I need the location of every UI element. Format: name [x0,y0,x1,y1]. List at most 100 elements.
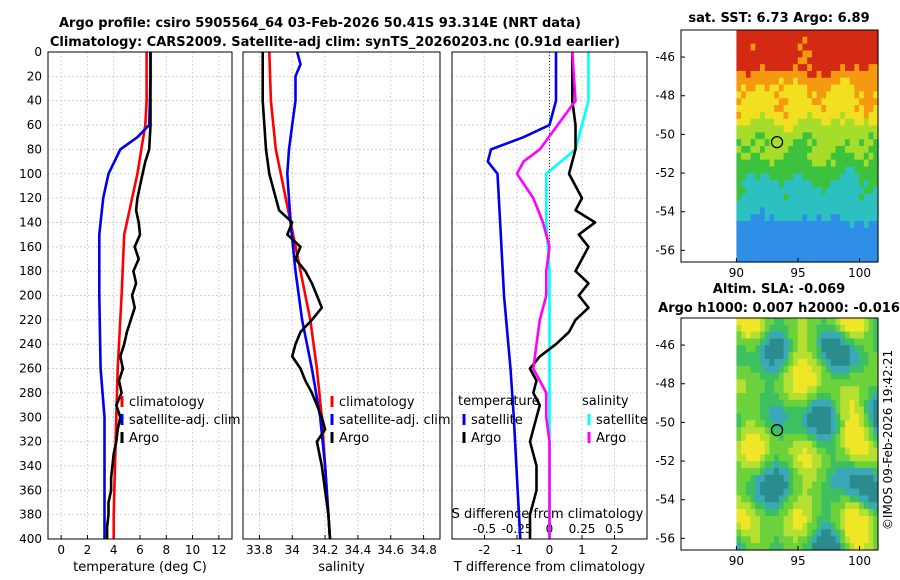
map-cell [868,454,874,462]
map-cell [736,207,742,215]
map-cell [797,318,804,326]
map-cell [835,234,841,243]
map-cell [778,30,785,38]
map-cell [826,64,832,72]
map-cell [802,180,808,188]
map-cell [821,125,827,133]
map-cell [811,440,818,449]
map-cell [859,125,865,133]
map-cell [816,125,822,133]
map-cell [745,386,752,394]
map-cell [793,372,799,381]
map-cell [760,474,766,483]
map-cell [826,248,832,256]
map-cell [745,440,752,449]
map-cell [840,461,846,469]
map-cell [868,372,874,381]
map-cell [745,125,752,133]
lat-tick-label: -54 [655,493,675,507]
argo-position-marker [770,135,784,149]
map-cell [849,214,855,222]
map-cell [826,36,832,45]
map-cell [840,481,846,490]
map-cell [741,152,747,161]
map-cell [868,406,874,415]
map-cell [760,447,766,456]
map-cell [802,365,808,374]
map-cell [778,207,785,215]
map-cell [807,543,813,551]
map-cell [844,536,851,544]
map-cell [769,159,775,168]
map-cell [854,345,860,353]
map-cell [769,98,775,106]
map-cell [863,543,870,551]
map-cell [868,386,874,394]
map-cell [816,324,822,333]
map-cell [849,372,855,381]
map-cell [802,522,808,531]
map-cell [807,173,813,181]
map-cell [863,200,870,209]
map-cell [826,57,832,65]
map-cell [868,84,874,93]
map-cell [741,529,747,537]
map-cell [821,214,827,222]
map-cell [821,241,827,249]
map-cell [764,186,771,195]
map-cell [741,193,747,202]
depth-tick-label: 180 [19,264,42,278]
map-cell [811,234,818,243]
map-cell [868,50,874,58]
map-cell [821,64,827,72]
map-cell [811,98,818,106]
map-cell [793,193,799,202]
map-cell [811,345,818,353]
map-cell [769,434,775,442]
map-cell [873,440,879,449]
map-cell [783,515,789,524]
map-cell [760,30,766,38]
map-cell [826,105,832,113]
map-cell [830,30,837,38]
map-cell [764,413,771,421]
map-cell [764,481,771,490]
map-cell [863,372,870,381]
map-cell [873,495,879,503]
map-cell [736,125,742,133]
map-cell [844,461,851,469]
map-cell [835,372,841,381]
map-cell [844,166,851,174]
map-cell [854,406,860,415]
map-cell [783,70,789,79]
map-cell [755,200,761,209]
map-cell [849,440,855,449]
map-cell [868,331,874,340]
map-cell [769,125,775,133]
map-cell [755,454,761,462]
map-cell [788,474,794,483]
map-cell [863,495,870,503]
map-cell [826,536,832,544]
map-cell [736,461,742,469]
map-cell [849,536,855,544]
map-cell [816,488,822,497]
map-cell [844,522,851,531]
map-cell [764,193,771,202]
map-cell [835,393,841,401]
map-cell [774,111,780,120]
map-cell [863,241,870,249]
map-cell [849,36,855,45]
map-cell [797,43,804,52]
x-tick-label: 10 [185,543,200,557]
lat-tick-label: -46 [655,50,675,64]
map-cell [793,207,799,215]
map-cell [868,214,874,222]
map-cell [783,43,789,52]
map-cell [755,358,761,367]
map-cell [807,166,813,174]
map-cell [859,111,865,120]
map-cell [873,77,879,86]
map-cell [783,522,789,531]
map-cell [821,358,827,367]
